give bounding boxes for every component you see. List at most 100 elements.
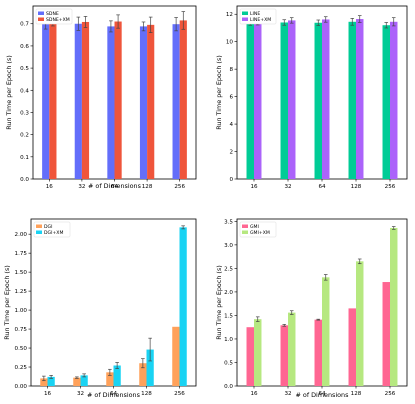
x-tick-label: 16 bbox=[250, 391, 258, 397]
y-tick-label: 0.50 bbox=[15, 346, 28, 352]
bar-line bbox=[280, 22, 288, 179]
legend-swatch bbox=[242, 224, 248, 228]
y-tick-label: 12 bbox=[226, 12, 233, 18]
x-tick-label: 128 bbox=[142, 184, 153, 190]
x-tick-label: 256 bbox=[385, 391, 396, 397]
x-tick-label: 32 bbox=[78, 184, 85, 190]
y-tick-label: 1.5 bbox=[224, 313, 233, 319]
bar-sdne-xm bbox=[147, 24, 155, 179]
legend-swatch bbox=[38, 11, 44, 15]
y-tick-label: 0 bbox=[229, 177, 233, 183]
bar-line-xm bbox=[322, 19, 330, 180]
y-tick-label: 0.5 bbox=[224, 360, 233, 366]
legend-swatch bbox=[242, 11, 248, 15]
y-tick-label: 2.0 bbox=[224, 290, 233, 296]
y-tick-label: 0.5 bbox=[20, 66, 29, 72]
x-tick-label: 64 bbox=[110, 391, 118, 397]
y-tick-label: 1.75 bbox=[15, 251, 28, 257]
legend-label: DGI+XM bbox=[44, 230, 63, 236]
x-tick-label: 32 bbox=[284, 184, 291, 190]
bar-line-xm bbox=[356, 19, 364, 179]
bar-sdne bbox=[107, 26, 115, 180]
chart-panel-3: 1.0 1.5 2.0 2.5 3.0 3.5 0.0 0.5 16 32 64 128 256 GMIG… bbox=[215, 218, 408, 399]
x-tick-label: 128 bbox=[141, 391, 152, 397]
bar-sdne bbox=[74, 23, 82, 179]
x-axis-label: # of Dimensions bbox=[88, 182, 142, 190]
legend-swatch bbox=[242, 230, 248, 234]
legend-swatch bbox=[36, 230, 42, 234]
y-tick-label: 10 bbox=[226, 40, 234, 46]
bar-line-xm bbox=[390, 21, 398, 179]
y-axis-label: Run Time per Epoch (s) bbox=[215, 55, 223, 130]
bar-dgi-xm bbox=[146, 349, 154, 386]
y-axis-label: Run Time per Epoch (s) bbox=[3, 265, 11, 340]
legend-box bbox=[239, 221, 277, 238]
legend-swatch bbox=[242, 17, 248, 21]
y-axis-label: Run Time per Epoch (s) bbox=[215, 265, 223, 340]
legend-label: SDNE bbox=[46, 11, 59, 17]
bar-gmi bbox=[348, 308, 356, 386]
legend-label: DGI bbox=[44, 224, 52, 230]
y-tick-label: 1.0 bbox=[224, 337, 233, 343]
x-tick-label: 16 bbox=[46, 184, 54, 190]
y-tick-label: 3.0 bbox=[224, 243, 233, 249]
bar-line bbox=[348, 21, 356, 179]
plot-frame bbox=[30, 218, 197, 387]
legend-box bbox=[33, 221, 71, 238]
bar-dgi bbox=[139, 363, 147, 386]
legend-box bbox=[35, 8, 73, 25]
legend-box bbox=[239, 8, 277, 25]
y-tick-label: 1.00 bbox=[15, 308, 28, 314]
x-tick-label: 16 bbox=[44, 391, 52, 397]
y-tick-label: 1.25 bbox=[15, 289, 28, 295]
bar-line bbox=[382, 25, 390, 179]
bar-dgi-xm bbox=[113, 365, 121, 386]
x-tick-label: 256 bbox=[174, 184, 185, 190]
y-tick-label: 0.0 bbox=[224, 384, 233, 390]
legend-label: SDNE+XM bbox=[46, 17, 70, 23]
legend-label: GMI+XM bbox=[250, 230, 270, 236]
y-tick-label: 0.1 bbox=[20, 155, 29, 161]
legend-label: GMI bbox=[250, 224, 259, 230]
bar-dgi-xm bbox=[179, 227, 187, 386]
chart-panel-2: 0.00 0.25 0.50 0.75 1.00 1.25 1.50 1.75 2.00 16 32… bbox=[3, 218, 197, 399]
y-tick-label: 2.5 bbox=[224, 266, 233, 272]
bar-gmi bbox=[314, 319, 322, 386]
y-tick-label: 6 bbox=[229, 95, 233, 101]
x-tick-label: 256 bbox=[174, 391, 185, 397]
y-tick-label: 1.50 bbox=[15, 270, 28, 276]
y-axis-label: Run Time per Epoch (s) bbox=[5, 55, 13, 130]
x-tick-label: 32 bbox=[77, 391, 84, 397]
bar-sdne bbox=[139, 26, 148, 180]
x-tick-label: 64 bbox=[318, 391, 326, 397]
chart-panel-0: 0.0 0.1 0.2 0.3 0.4 0.5 0.6 0.7 16 32 64 128 256 SDNE… bbox=[5, 5, 197, 190]
x-tick-label: 16 bbox=[250, 184, 258, 190]
bar-line-xm bbox=[254, 22, 262, 180]
x-tick-label: 128 bbox=[351, 184, 362, 190]
y-tick-label: 0.3 bbox=[20, 110, 29, 116]
x-axis-label: # of Dimensions bbox=[87, 391, 141, 399]
bar-gmi-xm bbox=[254, 319, 262, 386]
y-tick-label: 4 bbox=[229, 122, 233, 128]
y-tick-label: 0.75 bbox=[15, 327, 28, 333]
legend-label: LINE bbox=[250, 11, 260, 17]
bar-gmi bbox=[280, 325, 288, 386]
y-tick-label: 0.6 bbox=[20, 44, 29, 50]
y-tick-label: 0.4 bbox=[20, 88, 29, 94]
y-tick-label: 0.0 bbox=[20, 177, 29, 183]
y-tick-label: 0.2 bbox=[20, 133, 29, 139]
bar-gmi-xm bbox=[288, 312, 296, 386]
bar-gmi bbox=[382, 282, 390, 386]
bar-dgi bbox=[73, 377, 81, 386]
y-tick-label: 0.7 bbox=[20, 22, 29, 28]
bar-sdne-xm bbox=[49, 19, 57, 179]
bar-sdne-xm bbox=[179, 20, 187, 179]
x-tick-label: 64 bbox=[318, 184, 326, 190]
bar-dgi-xm bbox=[80, 375, 88, 386]
bar-gmi-xm bbox=[390, 227, 398, 386]
